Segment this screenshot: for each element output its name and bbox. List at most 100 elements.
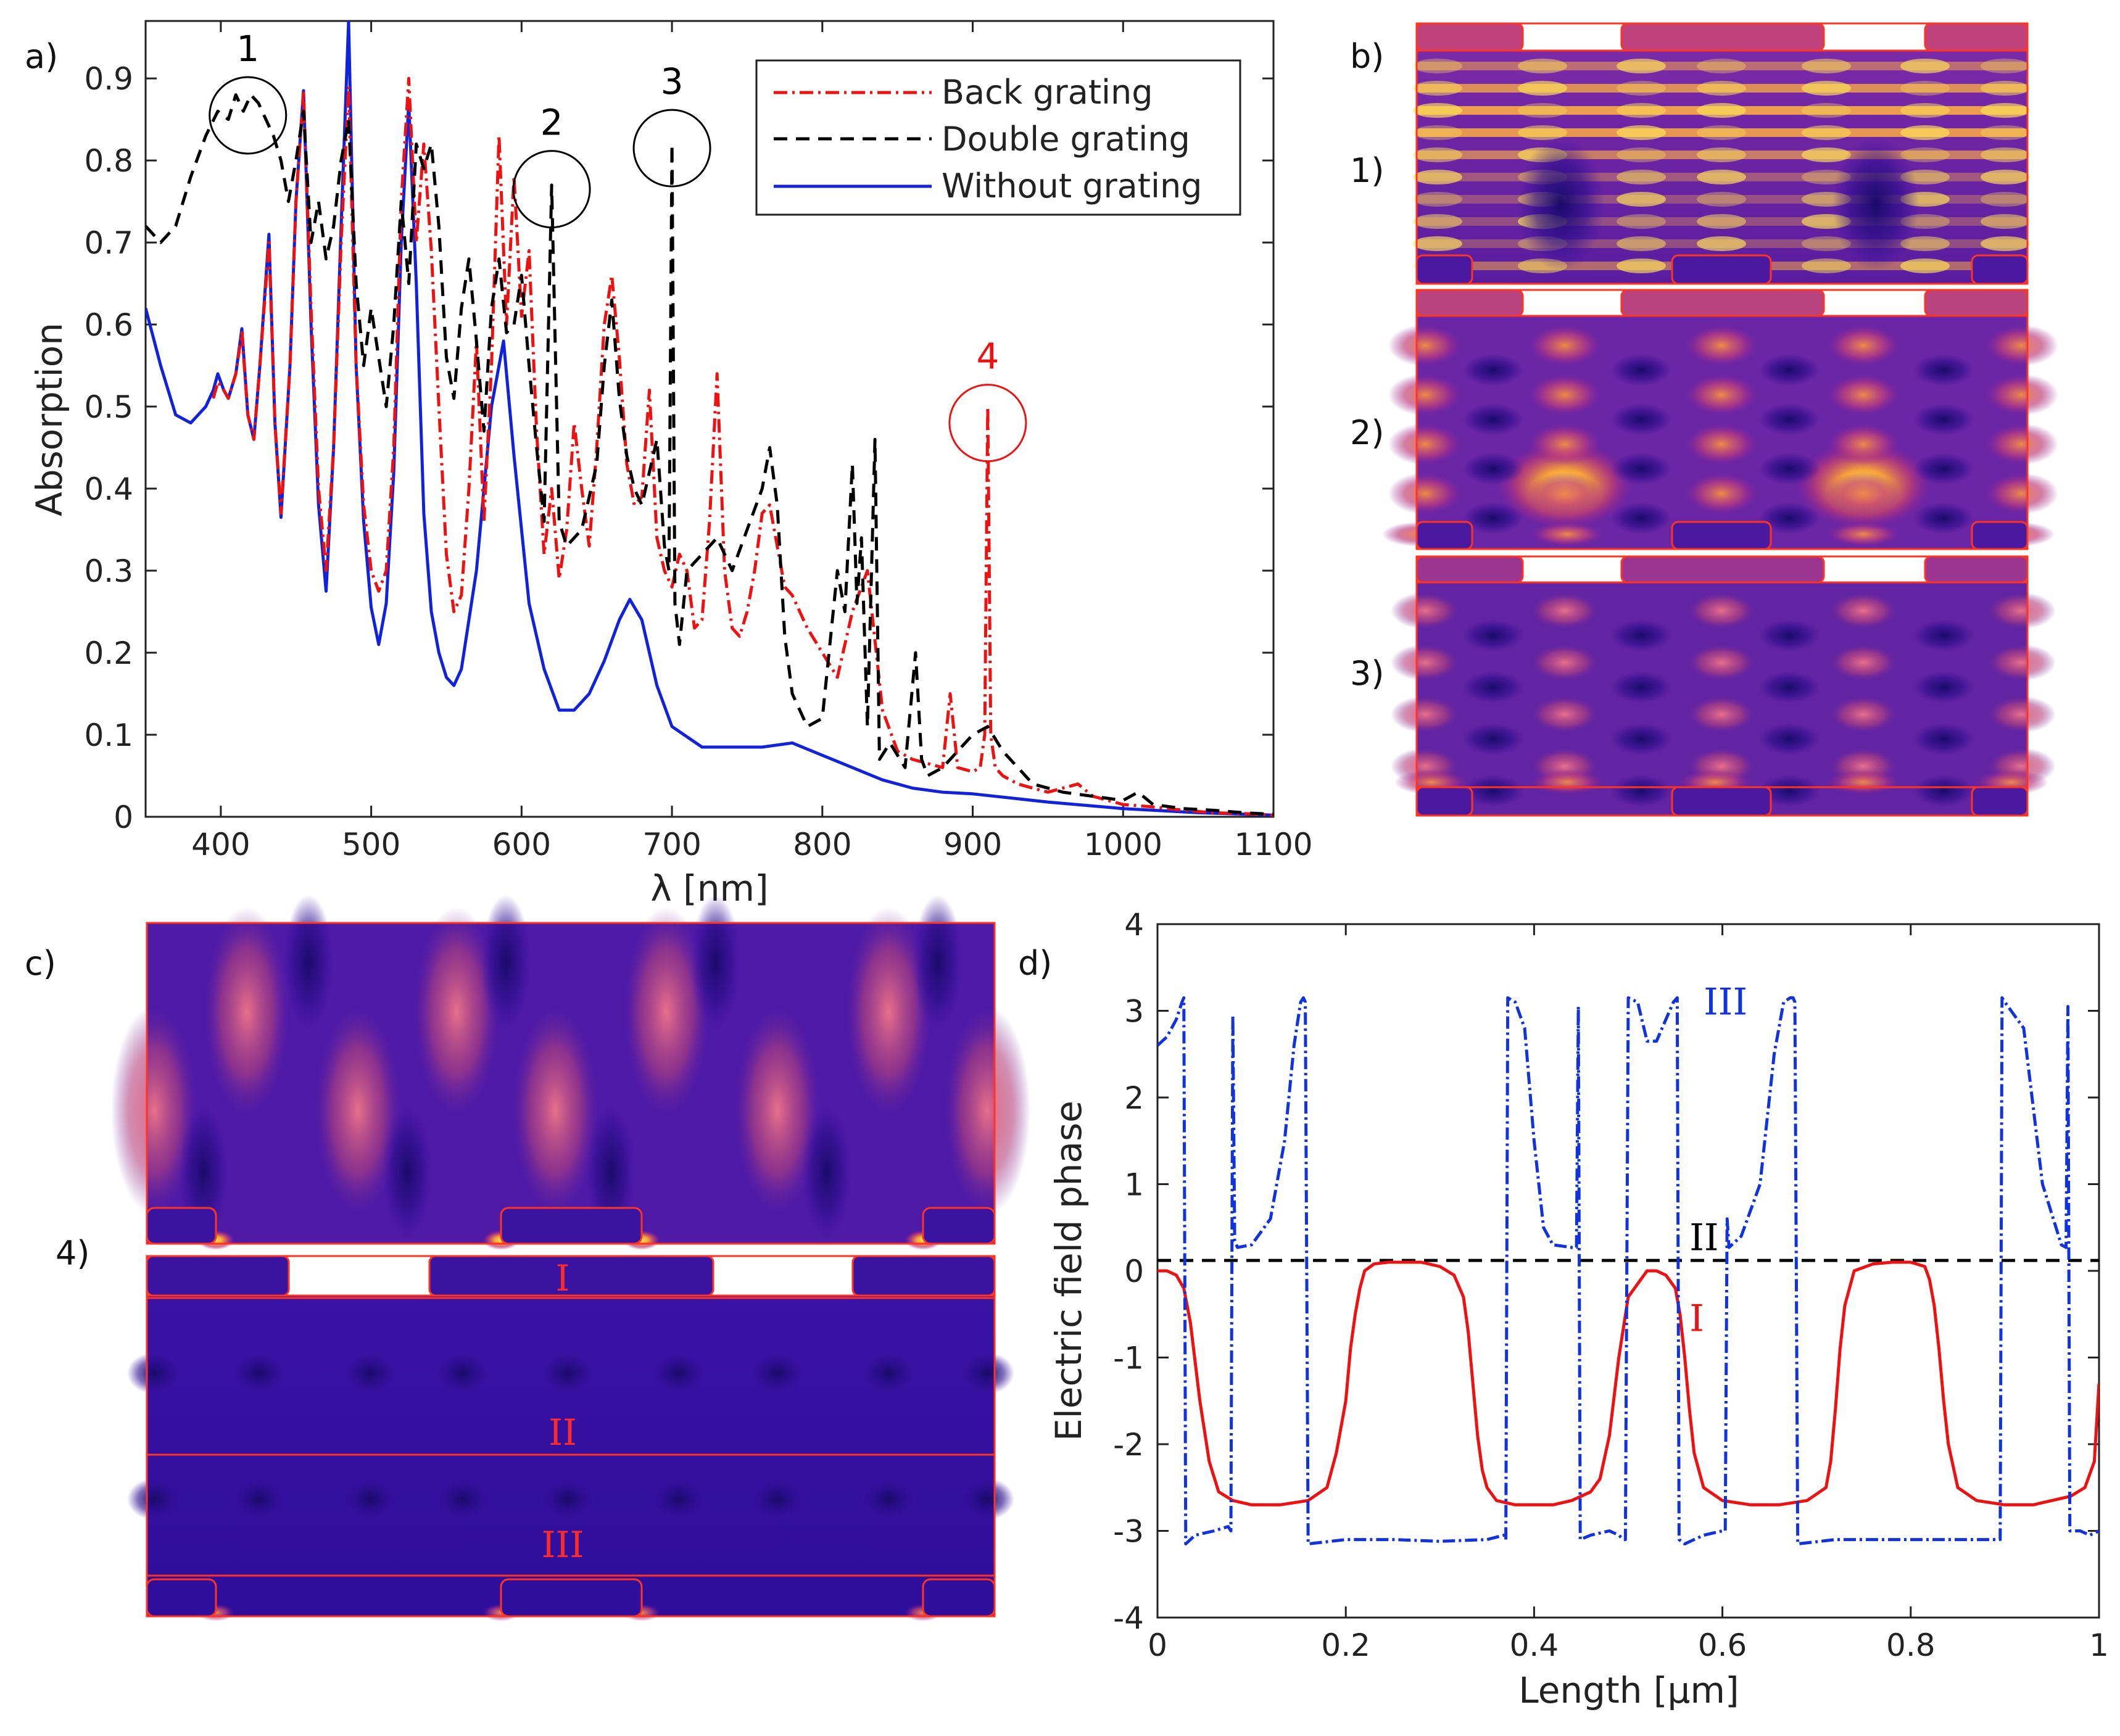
map4top-lobe — [413, 907, 500, 1117]
map2-node — [1610, 403, 1672, 436]
map1-hotspot — [1802, 81, 1851, 96]
phase-series-I — [1157, 1260, 2099, 1507]
map2-lobe — [1528, 473, 1602, 515]
annotation-circle-4 — [948, 384, 1027, 463]
map4top-node — [481, 895, 531, 1030]
map4top-node — [179, 1104, 228, 1240]
map1-hotspot — [1981, 236, 2030, 251]
panel-label-c: c) — [25, 944, 56, 983]
map4top-node — [383, 1104, 432, 1240]
map1-hotspot — [1617, 125, 1666, 140]
map3-node — [1462, 671, 1524, 703]
map2-node — [1913, 453, 1974, 485]
map2-pattern — [1382, 324, 2058, 547]
map2-lobe — [1984, 324, 2058, 366]
y-tick-label-d: -3 — [1113, 1514, 1144, 1550]
y-tick-label-a: 0.3 — [84, 553, 133, 589]
map1-hotspot — [1518, 81, 1567, 96]
y-tick-label-d: -2 — [1113, 1427, 1144, 1463]
field-map-1 — [1413, 22, 2030, 285]
map2-lobe — [1388, 374, 1462, 416]
map1-grating — [1415, 22, 2029, 285]
map3-lobe — [1530, 592, 1599, 629]
panel-label-b: b) — [1350, 37, 1384, 76]
field-map-2 — [1382, 289, 2058, 550]
map4bot-node — [343, 1352, 397, 1394]
map4bot-node — [960, 1352, 1014, 1394]
map1-hotspot — [1900, 147, 1950, 162]
map1-hotspot — [1413, 125, 1462, 140]
map4bot-node — [232, 1352, 286, 1394]
map2-node — [1758, 453, 1820, 485]
map2-node — [1610, 502, 1672, 534]
map1-hotspot — [1900, 103, 1950, 118]
map1-hotspot — [1697, 125, 1746, 140]
phase-label-II: II — [1689, 1217, 1718, 1260]
panel-label-d: d) — [1018, 944, 1052, 983]
map3-node — [1758, 619, 1820, 651]
map2-lobe — [1684, 423, 1758, 465]
map4bot-node — [540, 1352, 595, 1394]
map4top-node — [586, 1104, 636, 1240]
map1-fringe — [1417, 62, 2027, 70]
map3-lobe — [1829, 592, 1898, 629]
map1-hotspot — [1981, 59, 2030, 73]
map3-lobe — [1391, 644, 1460, 681]
map1-hotspot — [1802, 147, 1851, 162]
map3-grating — [1415, 555, 2029, 817]
map2-node — [1758, 502, 1820, 534]
map2-lobe — [1528, 374, 1602, 416]
legend-entry-double: Double grating — [942, 120, 1190, 159]
x-tick-label-a: 1000 — [1084, 827, 1162, 862]
map3-node — [1462, 775, 1524, 807]
map1-node — [1518, 136, 1604, 271]
map1-hotspot — [1617, 236, 1666, 251]
x-tick-label-a: 700 — [642, 827, 701, 862]
y-tick-label-a: 0.2 — [84, 635, 133, 671]
map4bot-node — [861, 1478, 916, 1520]
map-label-1: 1) — [1350, 151, 1384, 190]
phase-series-III — [1157, 996, 2099, 1546]
map4bot-node — [652, 1352, 706, 1394]
map1-hotspot — [1697, 170, 1746, 184]
map1-hotspot — [1697, 192, 1746, 207]
phase-label-III: III — [1704, 980, 1747, 1023]
x-tick-label-d: 0.2 — [1321, 1627, 1370, 1663]
x-tick-label-d: 0.6 — [1698, 1627, 1747, 1663]
annotation-circle-3 — [632, 109, 711, 188]
axis-ticks-d: 0 0.2 0.4 0.6 0.8 1 -4 -3 -2 -1 0 1 2 3 4 — [1113, 907, 2109, 1663]
y-tick-label-d: 2 — [1124, 1080, 1144, 1116]
x-tick-label-a: 900 — [943, 827, 1002, 862]
map4top-lobe — [623, 907, 710, 1117]
map2-node — [1610, 453, 1672, 485]
map2-lobe — [1826, 423, 1900, 465]
map3-node — [1610, 619, 1672, 651]
annotation-label-2: 2 — [540, 102, 563, 144]
map2-lobe — [1528, 423, 1602, 465]
map4top-node — [802, 1104, 851, 1240]
map1-hotspot — [1697, 81, 1746, 96]
map4top-node — [284, 895, 333, 1030]
y-tick-label-a: 0.9 — [84, 61, 133, 97]
map2-lobe — [1684, 374, 1758, 416]
map1-hotspot — [1518, 59, 1567, 73]
map3-lobe — [1987, 644, 2056, 681]
map2-lobe — [1388, 324, 1462, 366]
map1-hotspot — [1617, 214, 1666, 229]
map2-lobe — [1388, 473, 1462, 515]
map4bot-node — [232, 1478, 286, 1520]
map2-grating — [1415, 289, 2029, 550]
x-tick-label-a: 400 — [191, 827, 250, 862]
map2-lobe — [1684, 473, 1758, 515]
x-tick-label-d: 0.4 — [1510, 1627, 1559, 1663]
y-tick-label-d: 4 — [1124, 907, 1144, 943]
map4bot-grating — [146, 1255, 996, 1618]
map4top-lobe — [111, 1006, 197, 1215]
field-map-4-bottom: I II III — [127, 1255, 1014, 1621]
map2-lobe — [1388, 423, 1462, 465]
map3-node — [1913, 723, 1974, 755]
map3-node — [1610, 775, 1672, 807]
map1-hotspot — [1697, 236, 1746, 251]
map3-bottom-lobe — [1530, 770, 1604, 795]
